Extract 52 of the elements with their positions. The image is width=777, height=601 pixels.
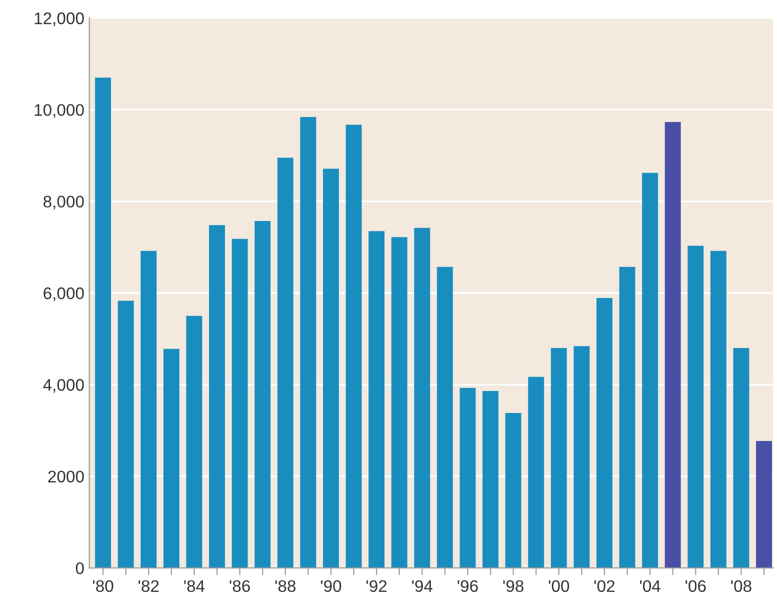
bar [574, 346, 590, 568]
bar [436, 266, 453, 568]
bar [209, 225, 225, 568]
x-tick-label: '06 [686, 580, 706, 592]
bar [482, 391, 498, 568]
bar [322, 168, 339, 568]
x-tick-label: '98 [503, 580, 524, 592]
y-tick-label: 8,000 [44, 196, 84, 210]
bar [460, 388, 476, 568]
bar [619, 266, 636, 568]
x-tick-label: '92 [366, 580, 387, 592]
bar [140, 250, 157, 568]
x-tick-label: '04 [640, 580, 660, 592]
x-tick-label: '90 [320, 580, 342, 592]
bar [642, 172, 658, 568]
bar [118, 300, 134, 568]
x-tick-label: '88 [275, 580, 296, 592]
bar [733, 348, 750, 568]
x-tick-label: '84 [184, 580, 205, 592]
x-tick-label: '08 [731, 580, 752, 592]
x-tick-label: '02 [594, 580, 614, 592]
x-tick-label: '86 [230, 580, 250, 592]
bar [346, 124, 362, 568]
bar [756, 441, 772, 568]
x-tick-label: '94 [412, 580, 432, 592]
y-tick-label: 0 [76, 562, 84, 574]
x-tick-label: '82 [138, 580, 159, 592]
bar [163, 348, 180, 568]
x-tick-label: '00 [548, 580, 570, 592]
bar [528, 376, 544, 568]
y-tick-label: 6,000 [44, 287, 84, 302]
bar [186, 316, 202, 568]
bar [688, 246, 704, 568]
bar [596, 298, 612, 568]
bar [300, 117, 316, 568]
x-tick-label: '96 [458, 580, 478, 592]
bar [414, 228, 430, 568]
bar [368, 231, 385, 568]
bar [505, 413, 522, 568]
y-tick-label: 2000 [48, 470, 84, 482]
bar [550, 348, 567, 568]
bar [710, 250, 726, 568]
bar [232, 238, 248, 568]
bar [664, 122, 681, 568]
y-tick-label: 10,000 [34, 104, 84, 118]
y-tick-label: 4,000 [43, 379, 84, 393]
y-tick-label: 12,000 [34, 12, 84, 26]
x-tick-label: '80 [93, 580, 114, 592]
bar [95, 78, 112, 568]
bar [391, 237, 408, 568]
bar [254, 221, 271, 568]
bar [277, 158, 294, 568]
